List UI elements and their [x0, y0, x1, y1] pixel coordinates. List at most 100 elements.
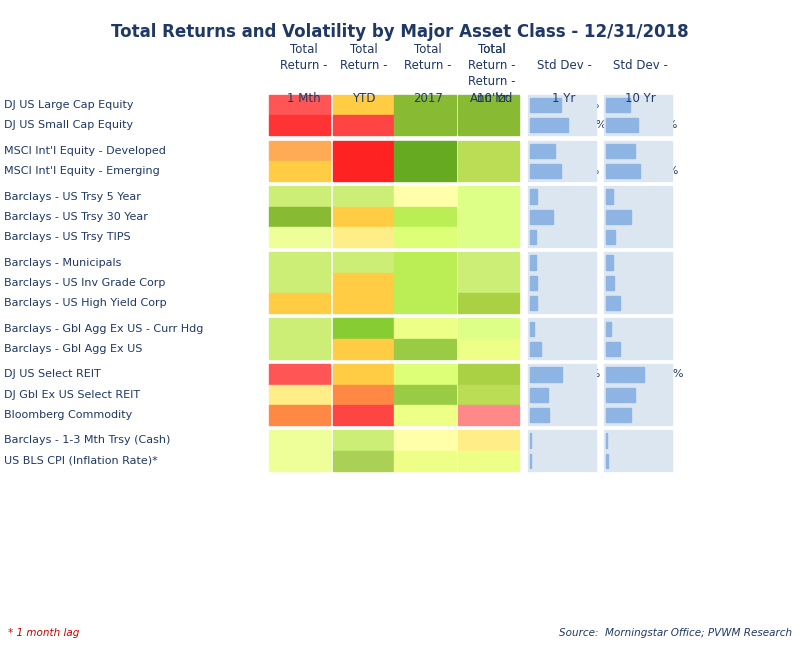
Text: 3.76%: 3.76% — [407, 370, 443, 379]
Text: 12.4%: 12.4% — [559, 146, 594, 156]
Text: Std Dev -: Std Dev - — [537, 59, 591, 72]
Text: DJ US Small Cap Equity: DJ US Small Cap Equity — [4, 120, 133, 130]
Text: 10 Yr: 10 Yr — [625, 92, 655, 105]
Text: -14.58%: -14.58% — [340, 166, 387, 176]
Text: 9.85%: 9.85% — [470, 390, 506, 400]
Text: YTD: YTD — [352, 92, 376, 105]
Text: -11.25%: -11.25% — [341, 410, 386, 420]
Text: 0.02%: 0.02% — [282, 456, 318, 466]
Text: Barclays - US Trsy 30 Year: Barclays - US Trsy 30 Year — [4, 212, 148, 222]
Text: 8.02%: 8.02% — [470, 166, 506, 176]
Text: 25.03%: 25.03% — [404, 146, 446, 156]
Text: 14.3%: 14.3% — [635, 410, 670, 420]
Text: -6.13%: -6.13% — [344, 390, 383, 400]
Text: 13.86%: 13.86% — [404, 390, 446, 400]
Text: Barclays - US High Yield Corp: Barclays - US High Yield Corp — [4, 298, 166, 308]
Text: 13.75%: 13.75% — [467, 120, 510, 130]
Text: -2.72%: -2.72% — [344, 212, 383, 222]
Text: 3.64%: 3.64% — [470, 232, 506, 242]
Text: 1.16%: 1.16% — [282, 324, 318, 334]
Text: -2.66%: -2.66% — [280, 166, 319, 176]
Text: 1.28%: 1.28% — [346, 258, 382, 267]
Text: Total Returns and Volatility by Major Asset Class - 12/31/2018: Total Returns and Volatility by Major As… — [111, 23, 689, 41]
Text: 0.1%: 0.1% — [534, 436, 563, 445]
Text: 2.9%: 2.9% — [540, 232, 569, 242]
Text: 1.72%: 1.72% — [470, 456, 506, 466]
Text: 0.8%: 0.8% — [612, 456, 640, 466]
Text: 16.3%: 16.3% — [639, 146, 674, 156]
Text: 2017: 2017 — [413, 92, 443, 105]
Text: Return -: Return - — [280, 59, 328, 72]
Text: 6.42%: 6.42% — [407, 278, 443, 288]
Text: 0.19%: 0.19% — [282, 436, 318, 445]
Text: 6.32%: 6.32% — [470, 146, 506, 156]
Text: 13.17%: 13.17% — [467, 100, 510, 110]
Text: Barclays - US Inv Grade Corp: Barclays - US Inv Grade Corp — [4, 278, 166, 288]
Text: 1.20%: 1.20% — [282, 258, 318, 267]
Text: Total: Total — [478, 43, 506, 56]
Text: US BLS CPI (Inflation Rate)*: US BLS CPI (Inflation Rate)* — [4, 456, 158, 466]
Text: -6.89%: -6.89% — [280, 410, 319, 420]
Text: 1.47%: 1.47% — [282, 278, 318, 288]
Text: -3.78%: -3.78% — [469, 410, 508, 420]
Text: 2.7%: 2.7% — [540, 258, 568, 267]
Text: -9.04%: -9.04% — [280, 100, 319, 110]
Text: 5.92%: 5.92% — [470, 278, 506, 288]
Text: 2.00%: 2.00% — [346, 456, 382, 466]
Text: 1.6%: 1.6% — [538, 324, 566, 334]
Text: Return -: Return - — [468, 59, 516, 72]
Text: 0.5%: 0.5% — [535, 456, 564, 466]
Text: 0.55%: 0.55% — [282, 232, 318, 242]
Text: * 1 month lag: * 1 month lag — [8, 628, 79, 638]
Text: 9.4%: 9.4% — [553, 410, 582, 420]
Text: 1 Mth: 1 Mth — [287, 92, 321, 105]
Text: 2.11%: 2.11% — [470, 192, 506, 201]
Text: 7.50%: 7.50% — [407, 298, 443, 308]
Text: 2.11%: 2.11% — [407, 456, 443, 466]
Text: 1.74%: 1.74% — [470, 344, 506, 354]
Text: 19.3%: 19.3% — [644, 166, 679, 176]
Text: 3.98%: 3.98% — [470, 324, 506, 334]
Text: 16.1%: 16.1% — [566, 370, 602, 379]
Text: -13.79%: -13.79% — [340, 146, 387, 156]
Text: Total: Total — [350, 43, 378, 56]
Text: -2.51%: -2.51% — [344, 278, 383, 288]
Text: -2.15%: -2.15% — [344, 344, 383, 354]
Text: Return -: Return - — [340, 59, 388, 72]
Text: 5.94%: 5.94% — [282, 212, 318, 222]
Text: 21.96%: 21.96% — [404, 100, 446, 110]
Text: Barclays - US Trsy 5 Year: Barclays - US Trsy 5 Year — [4, 192, 141, 201]
Text: -4.85%: -4.85% — [280, 146, 319, 156]
Text: -1.26%: -1.26% — [344, 232, 383, 242]
Text: 10 Yr: 10 Yr — [477, 92, 507, 105]
Text: 3.01%: 3.01% — [407, 232, 443, 242]
Text: Total: Total — [290, 43, 318, 56]
Text: Barclays - US Trsy TIPS: Barclays - US Trsy TIPS — [4, 232, 130, 242]
Text: 15.5%: 15.5% — [565, 166, 600, 176]
Text: MSCI Int'l Equity - Emerging: MSCI Int'l Equity - Emerging — [4, 166, 160, 176]
Text: Return -: Return - — [468, 75, 516, 88]
Text: 4.9%: 4.9% — [619, 232, 647, 242]
Text: 16.2%: 16.2% — [638, 390, 674, 400]
Text: 11.3%: 11.3% — [557, 212, 592, 222]
Text: -4.51%: -4.51% — [344, 100, 383, 110]
Text: 7.7%: 7.7% — [624, 298, 652, 308]
Text: 14.1%: 14.1% — [635, 212, 670, 222]
Text: 2.46%: 2.46% — [470, 212, 506, 222]
Text: 0.35%: 0.35% — [470, 436, 506, 445]
Text: 5.6%: 5.6% — [546, 344, 574, 354]
Text: DJ Gbl Ex US Select REIT: DJ Gbl Ex US Select REIT — [4, 390, 140, 400]
Text: DJ US Large Cap Equity: DJ US Large Cap Equity — [4, 100, 134, 110]
Text: 2.48%: 2.48% — [407, 324, 443, 334]
Text: 15.02%: 15.02% — [404, 120, 446, 130]
Text: 3.9%: 3.9% — [618, 258, 646, 267]
Text: 4.5%: 4.5% — [618, 278, 646, 288]
Text: 3.3%: 3.3% — [541, 278, 569, 288]
Text: 3.6%: 3.6% — [542, 298, 570, 308]
Text: 0.82%: 0.82% — [407, 436, 443, 445]
Text: 0.67%: 0.67% — [407, 192, 443, 201]
Text: -11.78%: -11.78% — [340, 120, 387, 130]
Text: 1 Yr: 1 Yr — [552, 92, 576, 105]
Text: 21.4%: 21.4% — [648, 370, 683, 379]
Text: 5.45%: 5.45% — [407, 258, 443, 267]
